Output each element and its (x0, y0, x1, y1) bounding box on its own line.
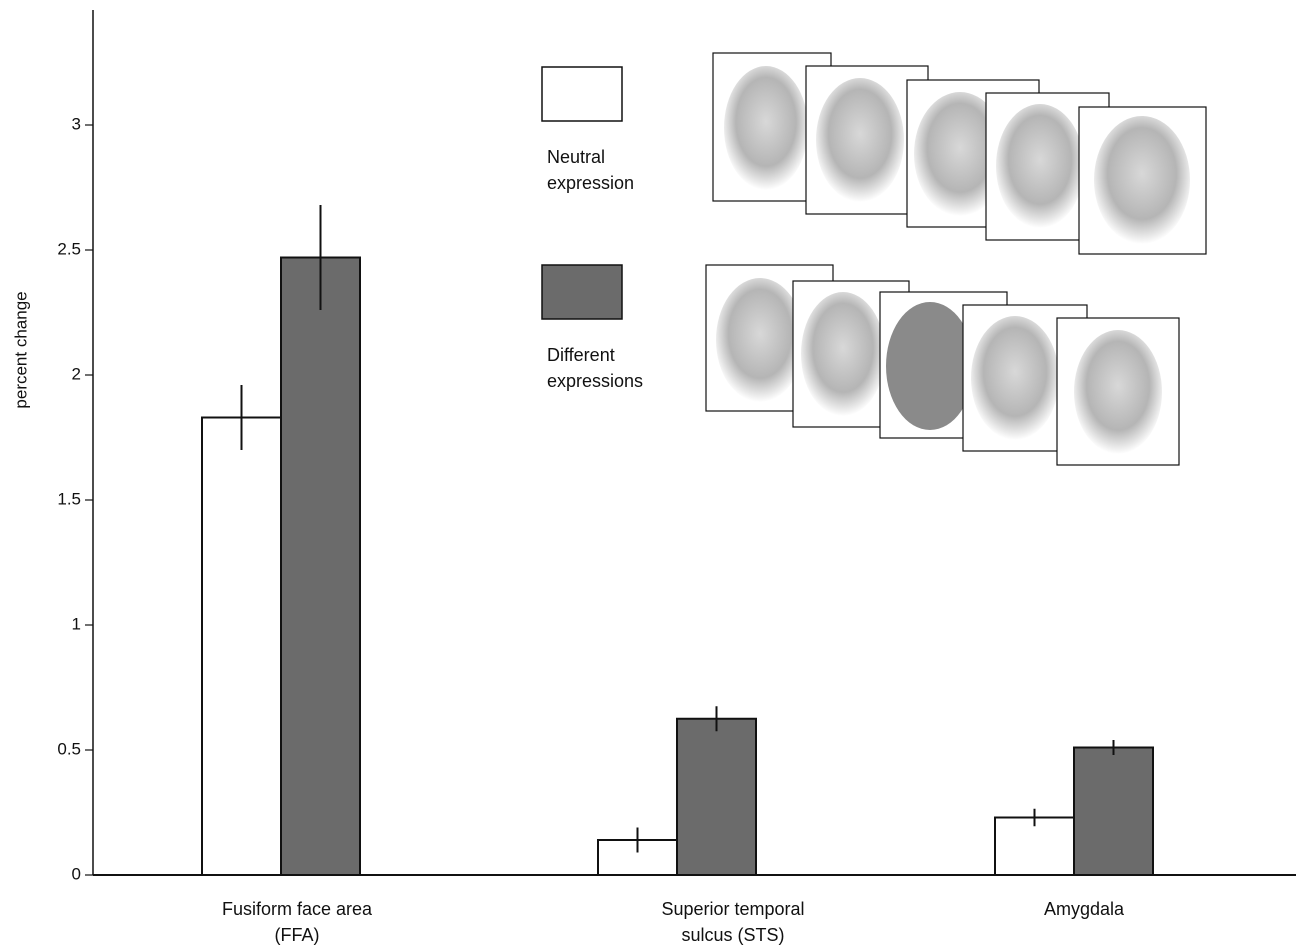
chart: percent change 0 0.5 1 1.5 2 2.5 3 (0, 0, 1296, 947)
face (886, 302, 974, 430)
page: percent change 0 0.5 1 1.5 2 2.5 3 Neutral exp… (0, 0, 1296, 947)
face (971, 316, 1059, 440)
bar (202, 418, 281, 876)
face (724, 66, 808, 190)
y-tick-label: 0.5 (57, 739, 81, 758)
legend-label: Different expressions (547, 342, 667, 394)
x-tick-label: Fusiform face area (FFA) (212, 896, 382, 947)
y-tick-label: 1.5 (57, 489, 81, 508)
x-tick-label: Superior temporal sulcus (STS) (648, 896, 818, 947)
bar (1074, 748, 1153, 876)
legend-label: Neutral expression (547, 144, 667, 196)
bar (281, 258, 360, 876)
face (996, 104, 1084, 228)
face (801, 292, 885, 416)
face (816, 78, 904, 202)
legend-swatch (542, 265, 622, 319)
face-images (706, 53, 1206, 465)
legend-swatch (542, 67, 622, 121)
face (716, 278, 804, 402)
y-axis-label: percent change (11, 291, 30, 408)
y-tick-label: 3 (72, 114, 81, 133)
face (1094, 116, 1190, 244)
face (1074, 330, 1162, 454)
x-tick-label: Amygdala (999, 896, 1169, 922)
y-tick-label: 2.5 (57, 239, 81, 258)
bar (677, 719, 756, 875)
y-tick-label: 2 (72, 364, 81, 383)
y-tick-label: 1 (72, 614, 81, 633)
y-tick-label: 0 (72, 864, 81, 883)
